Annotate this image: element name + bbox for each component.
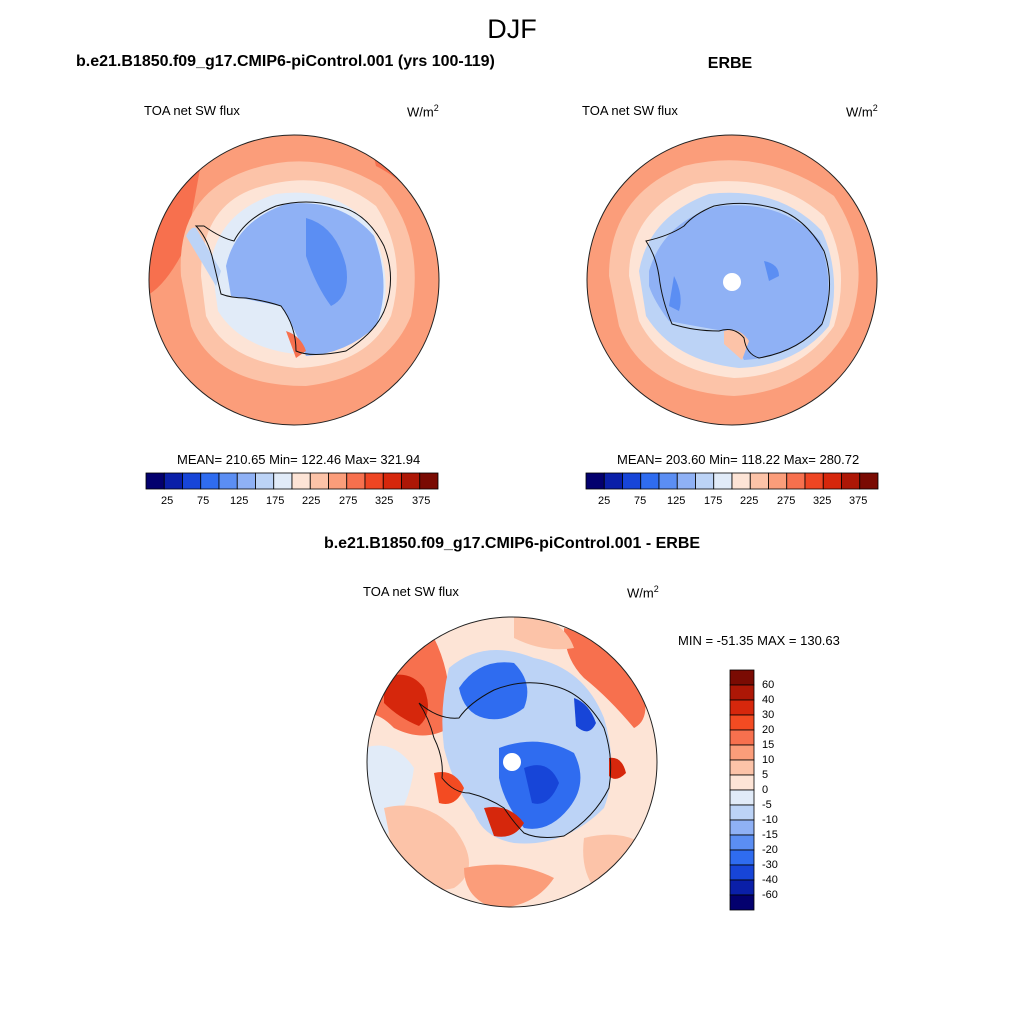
colorbar-tick: 75 — [197, 495, 210, 507]
colorbar-swatch — [676, 472, 696, 490]
colorbar-tick: 175 — [266, 495, 285, 507]
colorbar-tick: 375 — [849, 495, 868, 507]
colorbar-swatch — [786, 472, 806, 490]
colorbar-swatch — [328, 472, 348, 490]
colorbar-tick: -5 — [762, 799, 772, 811]
colorbar-swatch — [309, 472, 329, 490]
colorbar-tick: 175 — [704, 495, 723, 507]
colorbar-swatch — [640, 472, 660, 490]
erbe-units-label: W/m2 — [846, 103, 878, 120]
model-stats: MEAN= 210.65 Min= 122.46 Max= 321.94 — [177, 452, 421, 467]
model-polar-map — [148, 134, 440, 426]
colorbar-tick: 30 — [762, 709, 775, 721]
difference-polar-map — [366, 616, 658, 908]
colorbar-tick: 10 — [762, 754, 775, 766]
colorbar-tick: 325 — [375, 495, 394, 507]
erbe-polar-map — [586, 134, 878, 426]
erbe-panel-title: ERBE — [707, 55, 753, 72]
erbe-variable-label: TOA net SW flux — [582, 103, 678, 118]
colorbar-tick: 225 — [740, 495, 759, 507]
colorbar-swatch — [346, 472, 366, 490]
erbe-colorbar — [585, 472, 879, 490]
colorbar-tick: 0 — [762, 784, 769, 796]
colorbar-swatch — [729, 714, 755, 731]
model-colorbar — [145, 472, 439, 490]
colorbar-tick: -10 — [762, 814, 778, 826]
colorbar-tick: 60 — [762, 679, 775, 691]
colorbar-tick: 20 — [762, 724, 775, 736]
colorbar-swatch — [729, 819, 755, 836]
colorbar-swatch — [291, 472, 311, 490]
colorbar-swatch — [364, 472, 384, 490]
colorbar-swatch — [729, 834, 755, 851]
colorbar-swatch — [729, 669, 755, 686]
colorbar-tick: 5 — [762, 769, 769, 781]
colorbar-swatch — [729, 729, 755, 746]
colorbar-swatch — [729, 774, 755, 791]
colorbar-swatch — [729, 849, 755, 866]
colorbar-swatch — [729, 879, 755, 896]
colorbar-swatch — [729, 759, 755, 776]
colorbar-tick: 125 — [230, 495, 249, 507]
colorbar-swatch — [729, 864, 755, 881]
colorbar-tick: 40 — [762, 694, 775, 706]
colorbar-swatch — [822, 472, 842, 490]
model-units-label: W/m2 — [407, 103, 439, 120]
season-title: DJF — [487, 14, 537, 44]
colorbar-tick: 125 — [667, 495, 686, 507]
colorbar-swatch — [273, 472, 293, 490]
colorbar-swatch — [729, 744, 755, 761]
difference-minmax: MIN = -51.35 MAX = 130.63 — [678, 633, 840, 648]
colorbar-tick: 75 — [634, 495, 647, 507]
colorbar-swatch — [382, 472, 402, 490]
colorbar-swatch — [804, 472, 824, 490]
colorbar-tick: -40 — [762, 874, 778, 886]
colorbar-swatch — [419, 472, 439, 490]
erbe-stats: MEAN= 203.60 Min= 118.22 Max= 280.72 — [617, 452, 860, 467]
colorbar-swatch — [255, 472, 275, 490]
difference-panel-title: b.e21.B1850.f09_g17.CMIP6-piControl.001 … — [323, 535, 701, 552]
colorbar-tick: 375 — [412, 495, 431, 507]
colorbar-tick: 25 — [161, 495, 174, 507]
model-panel-title: b.e21.B1850.f09_g17.CMIP6-piControl.001 … — [76, 53, 495, 70]
difference-colorbar — [729, 669, 755, 911]
colorbar-swatch — [713, 472, 733, 490]
colorbar-swatch — [622, 472, 642, 490]
colorbar-tick: -30 — [762, 859, 778, 871]
colorbar-swatch — [603, 472, 623, 490]
colorbar-swatch — [401, 472, 421, 490]
colorbar-swatch — [145, 472, 165, 490]
colorbar-swatch — [768, 472, 788, 490]
colorbar-tick: 25 — [598, 495, 611, 507]
colorbar-swatch — [729, 789, 755, 806]
colorbar-swatch — [218, 472, 238, 490]
colorbar-swatch — [859, 472, 879, 490]
colorbar-tick: 225 — [302, 495, 321, 507]
colorbar-swatch — [695, 472, 715, 490]
colorbar-swatch — [236, 472, 256, 490]
colorbar-tick: 15 — [762, 739, 775, 751]
colorbar-swatch — [182, 472, 202, 490]
colorbar-swatch — [731, 472, 751, 490]
colorbar-swatch — [749, 472, 769, 490]
colorbar-swatch — [658, 472, 678, 490]
colorbar-swatch — [200, 472, 220, 490]
model-variable-label: TOA net SW flux — [144, 103, 240, 118]
colorbar-tick: -60 — [762, 889, 778, 901]
colorbar-swatch — [163, 472, 183, 490]
colorbar-swatch — [729, 684, 755, 701]
colorbar-tick: -20 — [762, 844, 778, 856]
difference-units-label: W/m2 — [627, 584, 659, 601]
colorbar-tick: 275 — [777, 495, 796, 507]
colorbar-swatch — [729, 804, 755, 821]
colorbar-swatch — [729, 894, 755, 911]
colorbar-swatch — [585, 472, 605, 490]
colorbar-swatch — [729, 699, 755, 716]
colorbar-tick: 325 — [813, 495, 832, 507]
colorbar-swatch — [841, 472, 861, 490]
colorbar-tick: -15 — [762, 829, 778, 841]
colorbar-tick: 275 — [339, 495, 358, 507]
difference-variable-label: TOA net SW flux — [363, 584, 459, 599]
